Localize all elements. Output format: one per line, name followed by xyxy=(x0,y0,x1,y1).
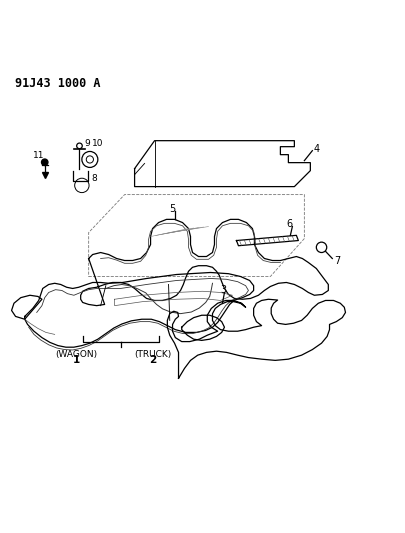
Text: 6: 6 xyxy=(286,219,293,229)
Text: 7: 7 xyxy=(334,255,341,265)
Text: 5: 5 xyxy=(169,204,176,214)
Circle shape xyxy=(42,159,48,165)
Text: 10: 10 xyxy=(92,139,103,148)
Text: 8: 8 xyxy=(92,174,98,183)
Text: 11: 11 xyxy=(33,151,45,160)
Text: 1: 1 xyxy=(73,355,80,365)
Text: 3: 3 xyxy=(220,286,226,295)
Text: (WAGON): (WAGON) xyxy=(55,350,98,359)
Text: 4: 4 xyxy=(313,144,320,154)
Text: (TRUCK): (TRUCK) xyxy=(134,350,171,359)
Text: 2: 2 xyxy=(149,355,156,365)
Text: 9: 9 xyxy=(85,139,90,148)
Text: 91J43 1000 A: 91J43 1000 A xyxy=(15,77,100,90)
